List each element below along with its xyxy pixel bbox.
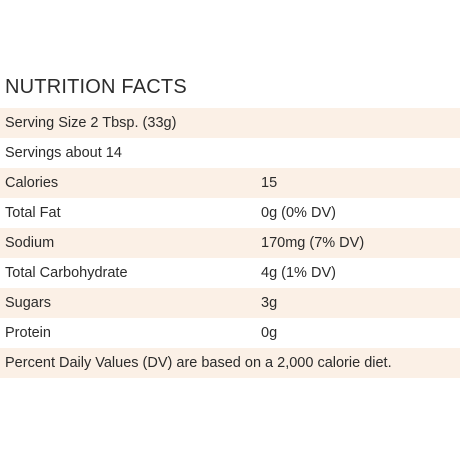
serving-size-row: Serving Size 2 Tbsp. (33g) (0, 108, 460, 138)
nutrient-label: Total Carbohydrate (5, 265, 128, 281)
nutrient-label: Protein (5, 325, 51, 341)
nutrient-value: 4g (1% DV) (261, 265, 336, 281)
nutrient-value: 0g (0% DV) (261, 205, 336, 221)
nutrient-row-calories: Calories 15 (0, 168, 460, 198)
nutrient-label: Sodium (5, 235, 55, 251)
nutrient-row-sugars: Sugars 3g (0, 288, 460, 318)
nutrient-row-total-fat: Total Fat 0g (0% DV) (0, 198, 460, 228)
servings-row: Servings about 14 (5, 145, 122, 161)
nutrient-value: 3g (261, 295, 278, 311)
nutrient-label: Sugars (5, 295, 51, 311)
nutrient-value: 15 (261, 175, 278, 191)
nutrition-facts-title: NUTRITION FACTS (5, 76, 187, 98)
nutrient-value: 170mg (7% DV) (261, 235, 365, 251)
nutrition-facts-panel: NUTRITION FACTS Serving Size 2 Tbsp. (33… (0, 74, 460, 378)
nutrient-label: Calories (5, 175, 59, 191)
nutrient-row-total-carbohydrate: Total Carbohydrate 4g (1% DV) (0, 258, 460, 288)
nutrient-row-protein: Protein 0g (0, 318, 460, 348)
nutrient-row-sodium: Sodium 170mg (7% DV) (0, 228, 460, 258)
nutrient-label: Total Fat (5, 205, 61, 221)
nutrient-value: 0g (261, 325, 278, 341)
daily-value-footnote: Percent Daily Values (DV) are based on a… (0, 348, 460, 378)
